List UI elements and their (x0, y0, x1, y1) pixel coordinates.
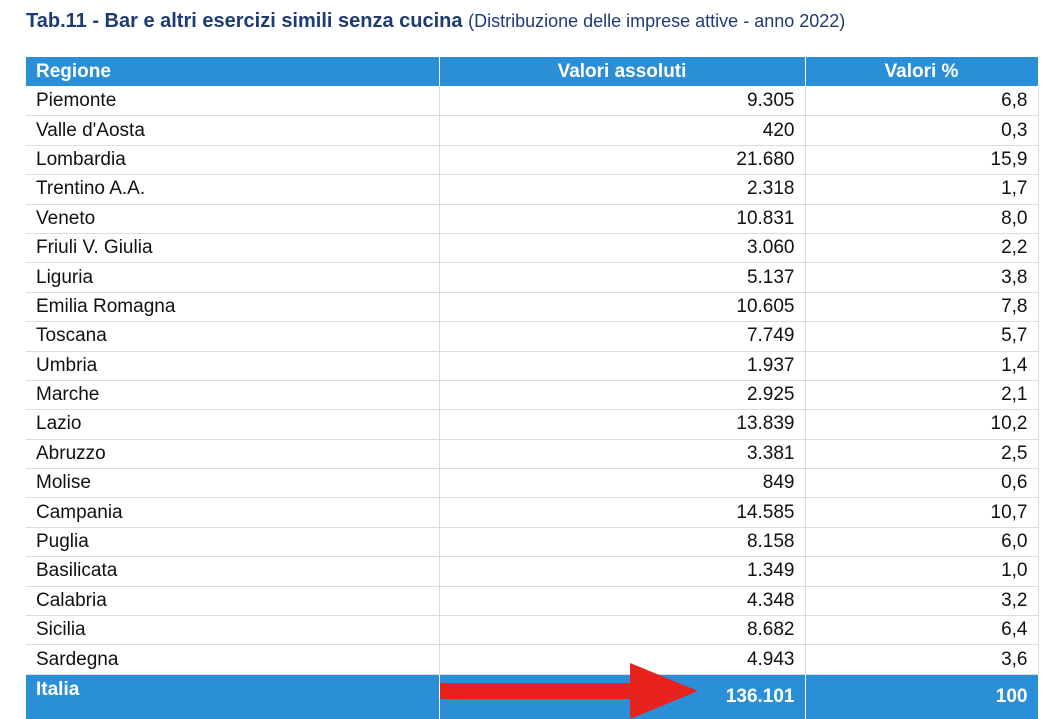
cell-percent: 2,1 (805, 380, 1039, 411)
cell-regione: Toscana (26, 321, 440, 352)
table-row: Molise 849 0,6 (26, 468, 1039, 499)
cell-assoluti: 4.943 (439, 644, 806, 675)
cell-percent: 6,0 (805, 527, 1039, 558)
table-row: Liguria 5.137 3,8 (26, 262, 1039, 293)
cell-regione: Sicilia (26, 615, 440, 646)
cell-assoluti: 5.137 (439, 262, 806, 293)
cell-assoluti: 8.158 (439, 527, 806, 558)
cell-assoluti: 4.348 (439, 586, 806, 617)
cell-percent: 7,8 (805, 292, 1039, 323)
cell-percent: 10,7 (805, 497, 1039, 528)
cell-percent: 3,6 (805, 644, 1039, 675)
table-row: Campania 14.585 10,7 (26, 497, 1039, 528)
cell-regione: Puglia (26, 527, 440, 558)
cell-assoluti: 849 (439, 468, 806, 499)
table-row: Sicilia 8.682 6,4 (26, 615, 1039, 646)
cell-percent: 8,0 (805, 204, 1039, 234)
cell-percent: 1,7 (805, 174, 1039, 205)
cell-regione: Sardegna (26, 644, 440, 675)
cell-assoluti: 2.318 (439, 174, 806, 205)
data-table: Regione Valori assoluti Valori % Piemont… (26, 57, 1039, 719)
cell-assoluti: 3.381 (439, 439, 806, 470)
table-row: Abruzzo 3.381 2,5 (26, 439, 1039, 470)
table-header-row: Regione Valori assoluti Valori % (26, 57, 1039, 87)
cell-percent: 15,9 (805, 145, 1039, 176)
table-title-subtitle: (Distribuzione delle imprese attive - an… (468, 11, 846, 31)
cell-regione: Piemonte (26, 86, 440, 117)
total-regione: Italia (26, 674, 440, 719)
cell-assoluti: 21.680 (439, 145, 806, 176)
cell-percent: 0,6 (805, 468, 1039, 499)
cell-percent: 1,0 (805, 556, 1039, 587)
cell-assoluti: 13.839 (439, 409, 806, 440)
table-row: Sardegna 4.943 3,6 (26, 644, 1039, 675)
table-row: Marche 2.925 2,1 (26, 380, 1039, 411)
cell-regione: Abruzzo (26, 439, 440, 470)
cell-regione: Basilicata (26, 556, 440, 587)
table-row: Lombardia 21.680 15,9 (26, 145, 1039, 176)
cell-percent: 2,2 (805, 233, 1039, 264)
table-row: Valle d'Aosta 420 0,3 (26, 115, 1039, 146)
cell-assoluti: 7.749 (439, 321, 806, 352)
cell-percent: 6,8 (805, 86, 1039, 117)
right-arrow-icon (440, 663, 698, 719)
table-row: Umbria 1.937 1,4 (26, 351, 1039, 381)
table-row: Lazio 13.839 10,2 (26, 409, 1039, 440)
table-row: Piemonte 9.305 6,8 (26, 86, 1039, 117)
table-row: Puglia 8.158 6,0 (26, 527, 1039, 558)
cell-regione: Emilia Romagna (26, 292, 440, 323)
cell-percent: 10,2 (805, 409, 1039, 440)
cell-regione: Valle d'Aosta (26, 115, 440, 146)
cell-regione: Lombardia (26, 145, 440, 176)
cell-percent: 0,3 (805, 115, 1039, 146)
cell-assoluti: 8.682 (439, 615, 806, 646)
cell-assoluti: 10.605 (439, 292, 806, 323)
cell-regione: Calabria (26, 586, 440, 617)
cell-regione: Trentino A.A. (26, 174, 440, 205)
table-row: Basilicata 1.349 1,0 (26, 556, 1039, 587)
cell-assoluti: 9.305 (439, 86, 806, 117)
cell-regione: Marche (26, 380, 440, 411)
cell-assoluti: 1.937 (439, 351, 806, 381)
cell-regione: Campania (26, 497, 440, 528)
cell-assoluti: 1.349 (439, 556, 806, 587)
cell-assoluti: 3.060 (439, 233, 806, 264)
cell-regione: Veneto (26, 204, 440, 234)
table-row: Calabria 4.348 3,2 (26, 586, 1039, 617)
cell-percent: 3,8 (805, 262, 1039, 293)
cell-regione: Umbria (26, 351, 440, 381)
total-percent: 100 (805, 674, 1039, 719)
cell-percent: 6,4 (805, 615, 1039, 646)
table-row: Trentino A.A. 2.318 1,7 (26, 174, 1039, 205)
cell-percent: 3,2 (805, 586, 1039, 617)
cell-percent: 1,4 (805, 351, 1039, 381)
header-regione: Regione (26, 57, 440, 87)
table-row: Veneto 10.831 8,0 (26, 204, 1039, 234)
cell-regione: Lazio (26, 409, 440, 440)
cell-assoluti: 10.831 (439, 204, 806, 234)
table-row: Toscana 7.749 5,7 (26, 321, 1039, 352)
cell-percent: 5,7 (805, 321, 1039, 352)
cell-assoluti: 2.925 (439, 380, 806, 411)
cell-regione: Molise (26, 468, 440, 499)
table-row: Emilia Romagna 10.605 7,8 (26, 292, 1039, 323)
header-valori-percent: Valori % (805, 57, 1039, 87)
table-title: Tab.11 - Bar e altri esercizi simili sen… (26, 10, 845, 33)
cell-assoluti: 14.585 (439, 497, 806, 528)
table-row: Friuli V. Giulia 3.060 2,2 (26, 233, 1039, 264)
cell-regione: Friuli V. Giulia (26, 233, 440, 264)
header-valori-assoluti: Valori assoluti (439, 57, 806, 87)
table-title-main: Tab.11 - Bar e altri esercizi simili sen… (26, 10, 463, 32)
cell-regione: Liguria (26, 262, 440, 293)
cell-assoluti: 420 (439, 115, 806, 146)
cell-percent: 2,5 (805, 439, 1039, 470)
